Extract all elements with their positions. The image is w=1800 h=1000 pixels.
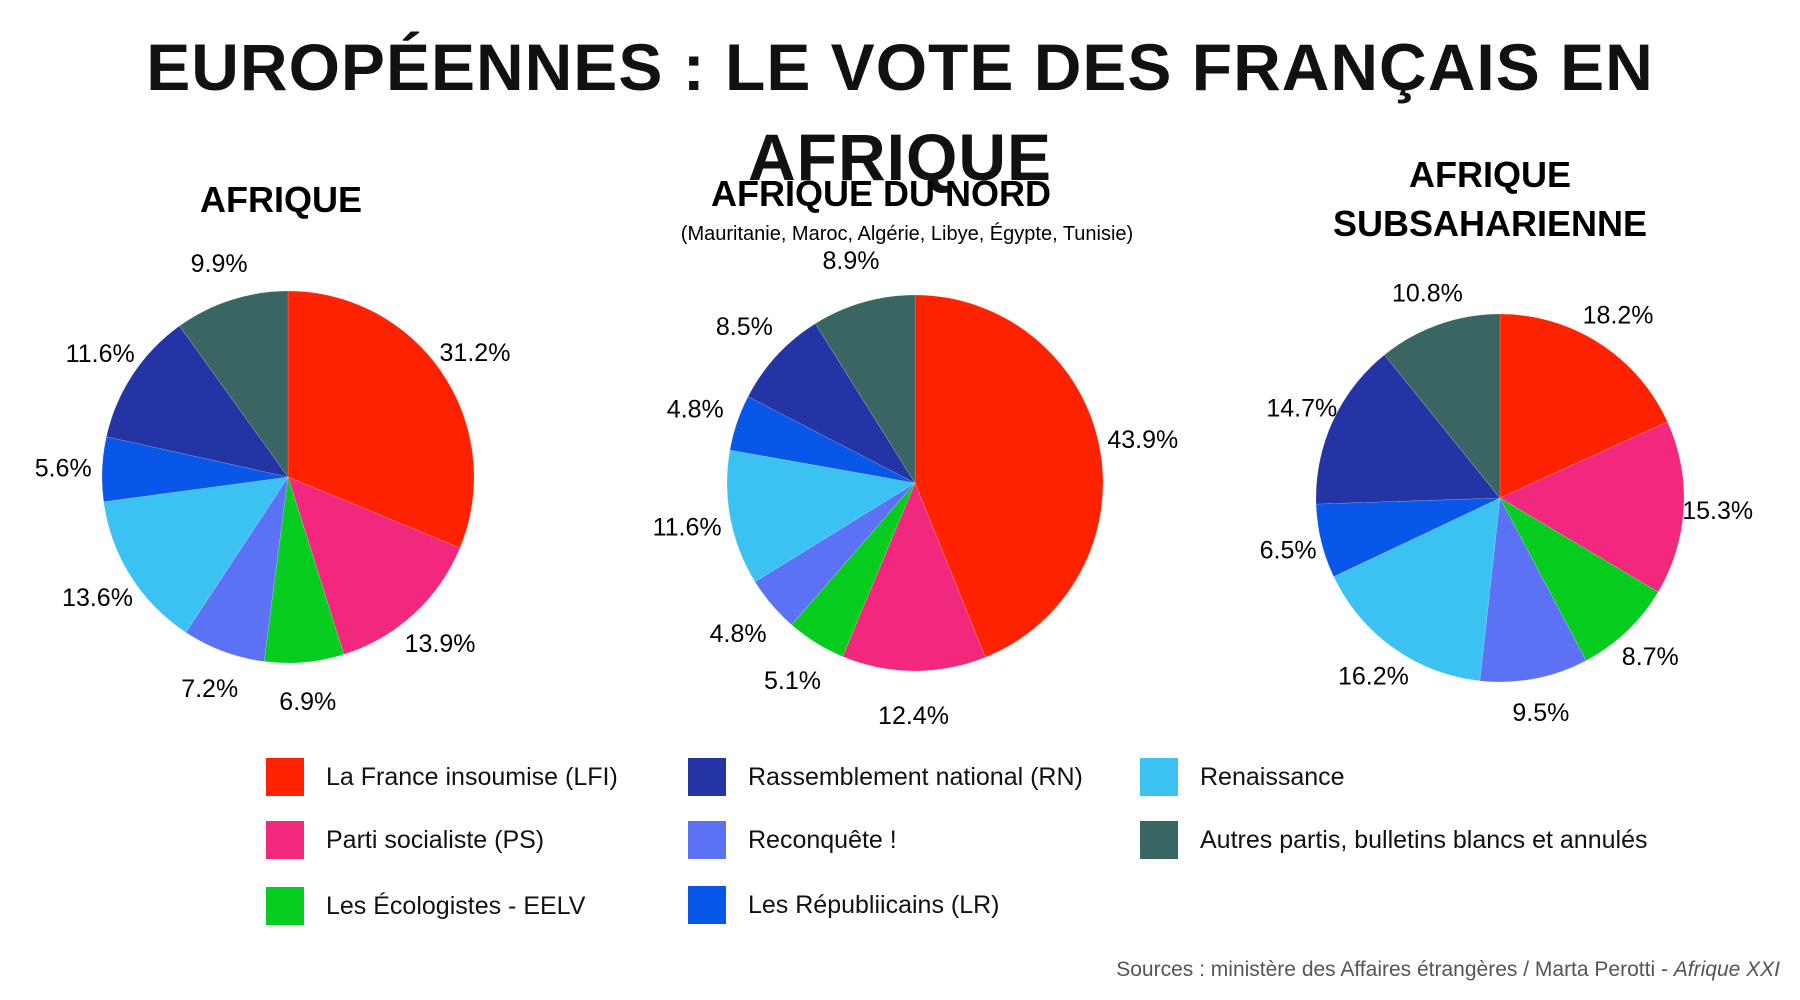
legend-item-reconquete: Reconquête ! — [688, 820, 897, 860]
chart-subtitle-afrique-du-nord: (Mauritanie, Maroc, Algérie, Libye, Égyp… — [681, 222, 1133, 245]
pie-chart-afrique-subsaharienne: AFRIQUE SUBSAHARIENNE 18.2% 15.3% 8.7% 9.5%… — [1260, 154, 1754, 727]
pie-label-reconquete: 4.8% — [710, 620, 767, 648]
chart-title-line-2: SUBSAHARIENNE — [1333, 203, 1647, 244]
legend-label-autres: Autres partis, bulletins blancs et annul… — [1200, 825, 1648, 854]
pie-label-rn: 8.5% — [716, 313, 773, 341]
pie-slice-renaissance — [103, 476, 289, 633]
legend-label-ps: Parti socialiste (PS) — [326, 825, 545, 854]
pie-label-lr: 6.5% — [1260, 536, 1317, 564]
pie-slice-autres — [814, 294, 916, 485]
pie-label-eelv: 8.7% — [1622, 643, 1679, 671]
pie-slice-lr — [1315, 497, 1501, 578]
pie-slice-ps — [287, 476, 461, 655]
legend-swatch-rn — [688, 758, 726, 796]
pie-label-lfi: 43.9% — [1107, 426, 1178, 454]
legend-item-lr: Les Républiicains (LR) — [688, 885, 1000, 925]
main-title: EUROPÉENNES : LE VOTE DES FRANÇAIS EN AF… — [146, 30, 1654, 194]
pie-label-lfi: 31.2% — [440, 339, 511, 367]
legend-swatch-autres — [1140, 821, 1178, 859]
source-text: Sources : ministère des Affaires étrangè… — [1116, 958, 1674, 981]
pie-label-ps: 13.9% — [405, 630, 476, 658]
legend-label-renaissance: Renaissance — [1200, 762, 1345, 791]
pie-label-reconquete: 7.2% — [181, 675, 238, 703]
legend-swatch-eelv — [266, 887, 304, 925]
legend-item-ps: Parti socialiste (PS) — [266, 820, 544, 860]
legend-swatch-ps — [266, 821, 304, 859]
legend-item-renaissance: Renaissance — [1140, 757, 1345, 797]
pie-slice-eelv — [263, 476, 345, 664]
pie-slice-lfi — [287, 290, 475, 549]
pie-label-reconquete: 9.5% — [1512, 699, 1569, 727]
pie-slice-renaissance — [726, 449, 916, 583]
pie-label-eelv: 6.9% — [279, 688, 336, 716]
pie-label-eelv: 5.1% — [764, 667, 821, 695]
legend-item-rn: Rassemblement national (RN) — [688, 757, 1083, 797]
pie-slice-reconquete — [754, 482, 916, 626]
pie-slice-ps — [1499, 421, 1685, 593]
legend-item-eelv: Les Écologistes - EELV — [266, 886, 585, 926]
legend-label-eelv: Les Écologistes - EELV — [326, 891, 586, 920]
legend-swatch-lfi — [266, 758, 304, 796]
pie-slice-eelv — [1499, 497, 1659, 661]
pie-label-renaissance: 16.2% — [1338, 663, 1409, 691]
legend-swatch-reconquete — [688, 821, 726, 859]
pie-label-ps: 15.3% — [1682, 497, 1753, 525]
legend-label-lr: Les Républiicains (LR) — [748, 890, 1000, 919]
legend-swatch-lr — [688, 886, 726, 924]
pie-label-renaissance: 13.6% — [62, 584, 133, 612]
source-publication: Afrique XXI — [1673, 958, 1780, 981]
legend-label-reconquete: Reconquête ! — [748, 825, 897, 854]
source-credit: Sources : ministère des Affaires étrangè… — [1116, 958, 1780, 982]
pie-label-lfi: 18.2% — [1583, 302, 1654, 330]
pie-chart-afrique-du-nord: AFRIQUE DU NORD (Mauritanie, Maroc, Algé… — [653, 173, 1179, 730]
legend-label-lfi: La France insoumise (LFI) — [326, 762, 618, 791]
pie-slice-reconquete — [185, 476, 289, 662]
pie-slice-autres — [1383, 313, 1501, 499]
pie-chart-afrique: AFRIQUE 31.2% 13.9% 6.9% 7.2% 13.6% 5.6% 11.6%… — [35, 179, 511, 716]
pie-slice-autres — [179, 290, 289, 478]
pie-slice-lr — [101, 436, 289, 503]
chart-title-afrique-du-nord: AFRIQUE DU NORD — [711, 173, 1051, 214]
pie-slice-rn — [106, 325, 289, 478]
legend-label-rn: Rassemblement national (RN) — [748, 762, 1083, 791]
pie-label-autres: 9.9% — [191, 250, 248, 278]
pie-label-rn: 14.7% — [1266, 394, 1337, 422]
pie-slice-lfi — [914, 294, 1104, 658]
pie-label-autres: 10.8% — [1392, 280, 1463, 308]
pie-slice-ps — [842, 482, 986, 672]
pie-label-rn: 11.6% — [66, 340, 135, 368]
legend-item-lfi: La France insoumise (LFI) — [266, 757, 618, 797]
pie-label-renaissance: 11.6% — [653, 514, 722, 542]
pie-slice-eelv — [791, 482, 916, 657]
pie-slice-rn — [1315, 354, 1501, 505]
chart-title-line-1: AFRIQUE — [1409, 154, 1571, 195]
legend-swatch-renaissance — [1140, 758, 1178, 796]
pie-slice-rn — [747, 323, 916, 484]
chart-title-afrique: AFRIQUE — [200, 179, 362, 220]
pie-slice-renaissance — [1333, 497, 1501, 682]
pie-slice-reconquete — [1479, 496, 1587, 683]
pie-slice-lr — [729, 396, 916, 484]
pie-label-lr: 4.8% — [667, 396, 724, 424]
pie-label-lr: 5.6% — [35, 455, 92, 483]
legend-item-autres: Autres partis, bulletins blancs et annul… — [1140, 820, 1647, 860]
pie-slice-lfi — [1499, 313, 1668, 499]
pie-label-ps: 12.4% — [878, 702, 949, 730]
pie-label-autres: 8.9% — [823, 247, 880, 275]
